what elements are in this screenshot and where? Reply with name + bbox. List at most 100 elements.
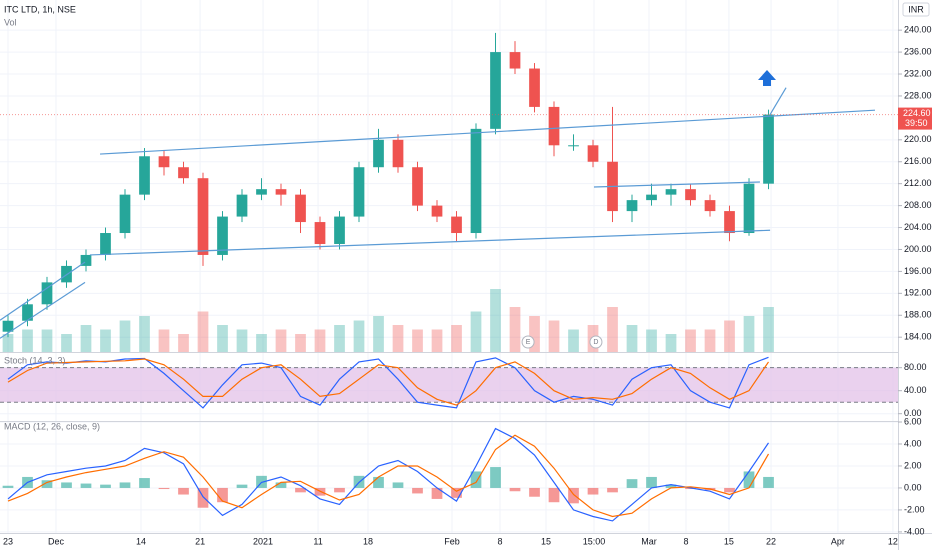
macd-histogram-bar [217, 487, 228, 503]
price-tick-label: 216.00 [904, 156, 932, 166]
currency-button[interactable] [902, 2, 930, 17]
stoch-tick-label: 80.00 [904, 362, 927, 372]
price-tick-label: 240.00 [904, 25, 932, 35]
countdown-label: 39:50 [905, 118, 928, 128]
macd-tick-label: 4.00 [904, 438, 922, 448]
macd-histogram-bar [178, 487, 189, 495]
event-marker [589, 335, 603, 349]
price-tick-label: 204.00 [904, 222, 932, 232]
candle-body [763, 114, 774, 184]
trend-line [0, 261, 86, 321]
trend-line [769, 87, 787, 115]
axes: 23 Dec 14 21 2021 11 18 Feb 8 15 15:00 Mar 8 15 22 Apr 1… [3, 25, 932, 546]
volume-bar [275, 329, 287, 352]
x-tick-label: 18 [363, 536, 373, 546]
candle-body [724, 211, 735, 234]
candle-body [685, 189, 696, 201]
volume-bar [665, 334, 677, 352]
event-label: D [593, 339, 598, 346]
volume-bar [139, 316, 150, 352]
candle-body [256, 189, 267, 195]
volume-bar [470, 311, 482, 352]
volume-bar [509, 307, 521, 352]
macd-line [7, 427, 769, 522]
volume-bar [295, 334, 306, 352]
candle-body [587, 145, 599, 162]
candle-body [236, 194, 248, 217]
candle-body [353, 167, 365, 217]
macd-label: MACD (12, 26, close, 9) [4, 421, 100, 431]
candle-body [665, 189, 677, 195]
candle-body [80, 254, 92, 266]
candle-body [178, 167, 189, 179]
stoch-line [7, 358, 769, 406]
price-tick-label: 208.00 [904, 200, 932, 210]
x-tick-label: 14 [136, 536, 146, 546]
macd-histogram-bar [743, 471, 755, 488]
macd-histogram-bar [295, 487, 306, 493]
volume-bar [80, 325, 92, 352]
trend-line [593, 181, 760, 188]
volume-bar [22, 329, 33, 352]
macd-tick-label: -2.00 [904, 504, 925, 514]
macd-tick-label: 6.00 [904, 416, 922, 426]
chart-title: ITC LTD, 1h, NSE [4, 4, 76, 14]
volume-bar [646, 329, 657, 352]
candle-body [548, 106, 560, 146]
candle-body [626, 200, 638, 212]
volume-bar [548, 320, 560, 352]
macd-histogram-bar [587, 487, 599, 495]
currency-label[interactable]: INR [908, 4, 924, 14]
candle-body [158, 156, 170, 168]
volume-bar [119, 320, 131, 352]
volume-bar [217, 325, 228, 352]
candle-body [275, 189, 287, 195]
stoch-tick-label: 40.00 [904, 385, 927, 395]
macd-histogram-bar [2, 485, 14, 488]
macd-histogram-bar [509, 487, 521, 492]
volume-bar [100, 329, 111, 352]
macd-histogram-bar [61, 482, 72, 488]
trend-line [0, 281, 86, 339]
macd-histogram-bar [197, 487, 209, 508]
stoch-band [0, 367, 898, 403]
volume-bar [704, 329, 716, 352]
x-tick-label: 12 [888, 536, 898, 546]
arrow-up-icon [758, 70, 776, 86]
event-marker [521, 335, 535, 349]
x-tick-label: 8 [497, 536, 502, 546]
volume-bar [197, 311, 209, 352]
macd-histogram-bar [275, 482, 287, 488]
volume-bar [763, 307, 774, 352]
price-tick-label: 188.00 [904, 310, 932, 320]
macd-histogram-bar [646, 476, 657, 488]
volume-bar [568, 329, 579, 352]
x-tick-label: 15:00 [583, 536, 606, 546]
x-tick-label: 8 [684, 536, 689, 546]
macd-histogram-bar [724, 487, 735, 493]
x-tick-label: 15 [724, 536, 734, 546]
volume-bar [626, 325, 638, 352]
volume-bar [158, 329, 170, 352]
candle-body [41, 282, 53, 305]
macd-histogram-bar [431, 487, 443, 499]
macd-histogram-bar [139, 478, 150, 488]
x-tick-label: 11 [313, 536, 322, 546]
macd-histogram-bar [529, 487, 540, 497]
volume-bar [61, 334, 72, 352]
price-tick-label: 192.00 [904, 288, 932, 298]
last-price-box [898, 107, 932, 130]
volume-bar [314, 329, 326, 352]
candle-body [646, 194, 657, 201]
candle-body [197, 178, 209, 255]
candle-body [295, 194, 306, 223]
volume-bar [236, 329, 248, 352]
candle-body [217, 216, 228, 255]
trend-line [89, 229, 771, 256]
candle-body [314, 222, 326, 244]
x-tick-label: Feb [444, 536, 460, 546]
price-tick-label: 196.00 [904, 266, 932, 276]
volume-bar [178, 334, 189, 352]
candle-body [334, 216, 345, 244]
